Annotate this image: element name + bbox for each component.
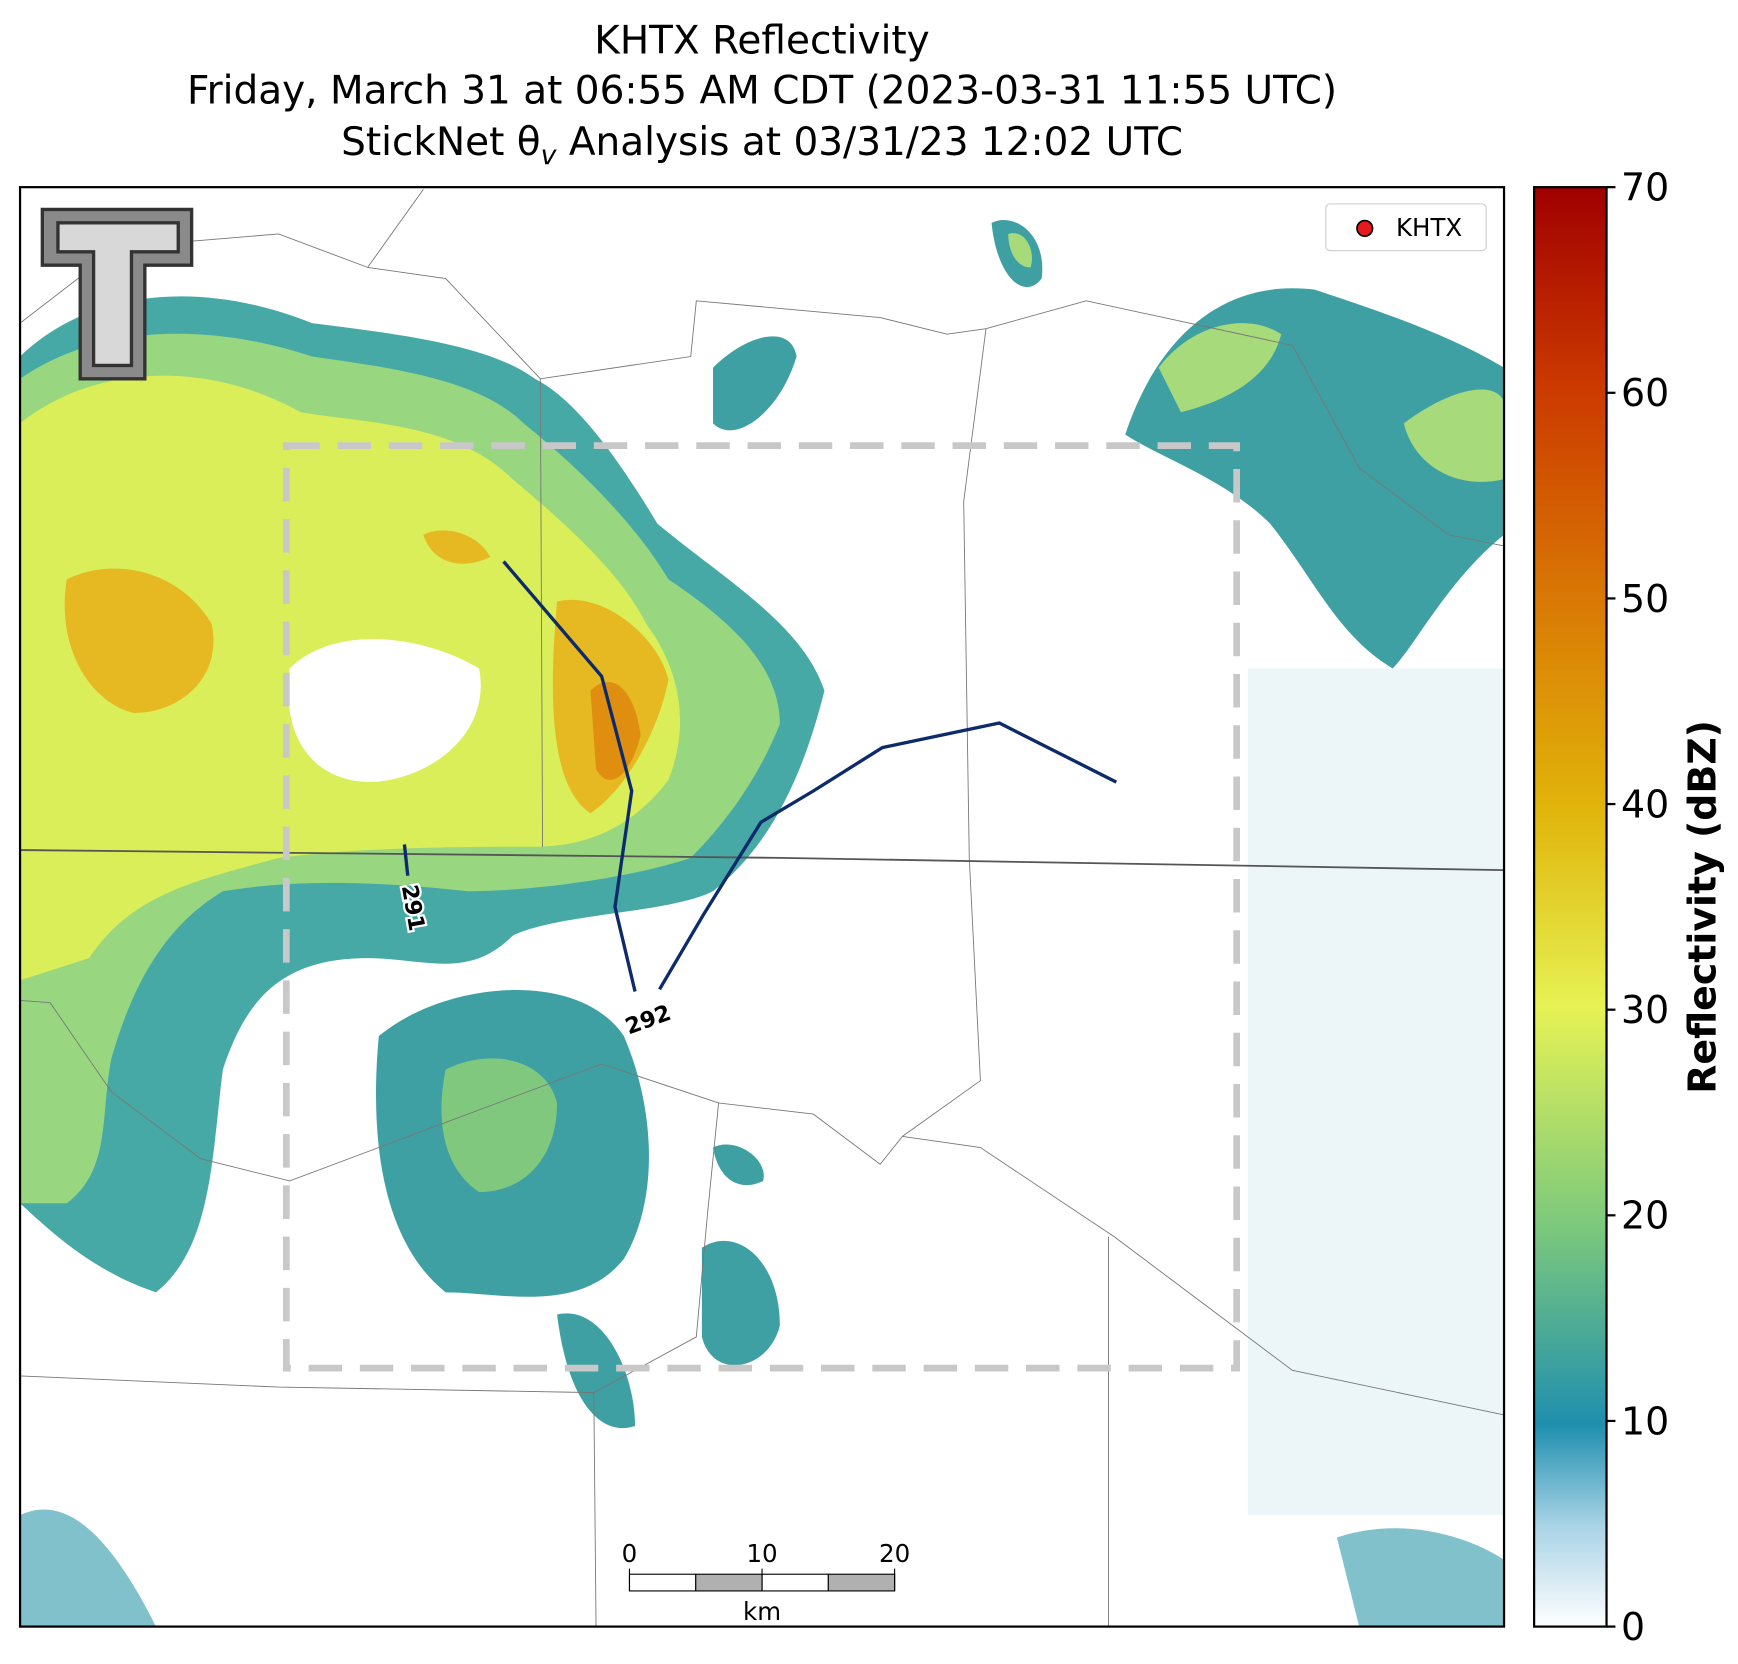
- contour-line: [502, 560, 1118, 992]
- legend-marker: [1356, 219, 1374, 238]
- colorbar-tick-label: 60: [1621, 371, 1669, 415]
- logo: [40, 207, 194, 381]
- echo: [64, 530, 669, 814]
- colorbar-tick-label: 40: [1621, 782, 1669, 826]
- colorbar-ticks: 0 10 20 30 40 50 60 70: [1606, 166, 1669, 1649]
- map-frame: [18, 186, 1506, 1628]
- legend-label: KHTX: [1396, 213, 1462, 242]
- scale-tick-label: 0: [622, 1539, 638, 1568]
- colorbar-tick-label: 50: [1621, 577, 1669, 621]
- analysis-domain: [282, 442, 1240, 1372]
- colorbar-tick-label: 0: [1621, 1605, 1645, 1649]
- echo: [1008, 233, 1505, 482]
- plot-root: KHTX Reflectivity Friday, March 31 at 06…: [18, 18, 1725, 1649]
- subtitle: StickNet θv Analysis at 03/31/23 12:02 U…: [341, 120, 1183, 171]
- scale-tick-label: 10: [746, 1539, 777, 1568]
- subtitle-text: Analysis at 03/31/23 12:02 UTC: [556, 120, 1182, 165]
- colorbar-tick-label: 30: [1621, 988, 1669, 1032]
- state-border: [20, 849, 1505, 872]
- title: Friday, March 31 at 06:55 AM CDT (2023-0…: [187, 69, 1337, 114]
- scale-segment: [695, 1573, 763, 1592]
- colorbar-label: Reflectivity (dBZ): [1681, 720, 1725, 1094]
- subtitle-text: StickNet θ: [341, 120, 541, 165]
- colorbar-tick-label: 10: [1621, 1399, 1669, 1443]
- contour-line: [402, 844, 410, 876]
- county-borders: [20, 189, 1505, 1627]
- colorbar-tick-label: 70: [1621, 166, 1669, 210]
- colorbar-tick-label: 20: [1621, 1194, 1669, 1238]
- scale-bar: 0 10 20 km: [622, 1539, 911, 1626]
- colorbar: [1533, 186, 1608, 1628]
- scale-segment: [628, 1573, 697, 1592]
- scale-segment: [827, 1573, 896, 1592]
- echo: [713, 219, 1505, 669]
- echo-speckle: [1247, 668, 1505, 1516]
- scale-tick-label: 20: [879, 1539, 910, 1568]
- subtitle-sub: v: [541, 140, 558, 171]
- scale-unit: km: [743, 1597, 781, 1626]
- echo-gap: [288, 639, 481, 782]
- legend-box: [1325, 203, 1487, 252]
- title: KHTX Reflectivity: [594, 18, 929, 63]
- scale-segment: [761, 1573, 829, 1592]
